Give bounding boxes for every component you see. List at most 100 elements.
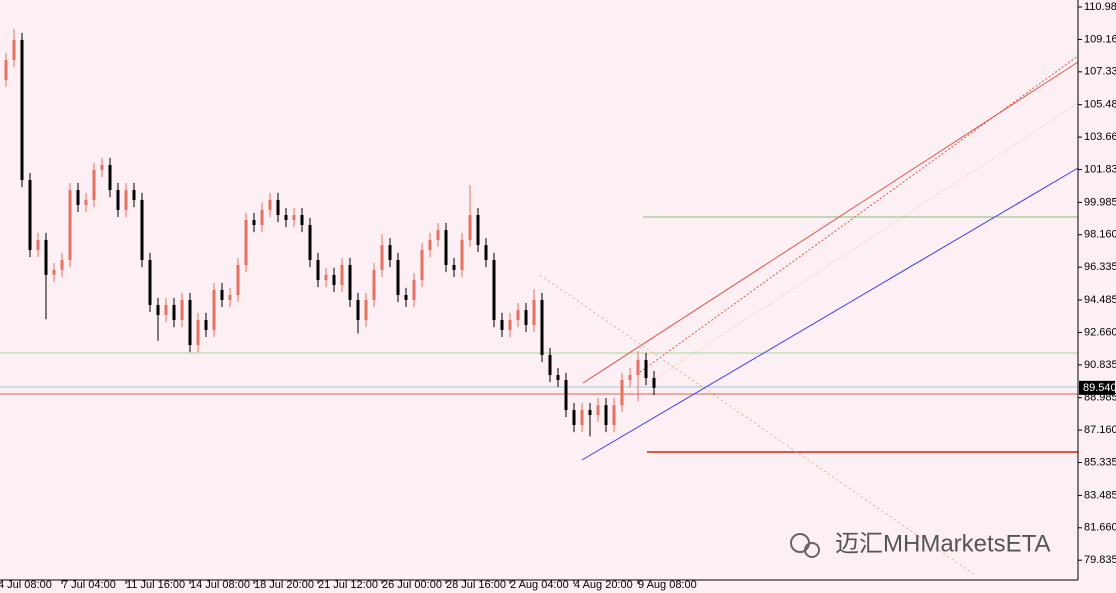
y-tick-label: 94.485 — [1084, 294, 1116, 306]
drawings — [0, 55, 1079, 576]
y-tick-label: 105.485 — [1084, 99, 1116, 111]
candle-body — [548, 354, 552, 376]
candle-body — [100, 164, 104, 170]
candle-body — [396, 259, 400, 295]
x-tick-label: 18 Jul 20:00 — [254, 579, 314, 591]
x-tick-label: 9 Aug 08:00 — [638, 579, 697, 591]
candle-body — [92, 169, 96, 200]
watermark-icon — [804, 542, 820, 558]
candle-body — [260, 209, 264, 226]
x-tick-label: 21 Jul 12:00 — [318, 579, 378, 591]
candle-body — [204, 320, 208, 330]
x-tick-label: 4 Jul 08:00 — [0, 579, 52, 591]
x-tick-label: 14 Jul 08:00 — [190, 579, 250, 591]
candle-body — [220, 290, 224, 300]
candle-body — [196, 320, 200, 346]
candle-body — [612, 405, 616, 425]
candle-body — [468, 215, 472, 240]
x-tick-label: 26 Jul 00:00 — [382, 579, 442, 591]
y-tick-label: 109.160 — [1084, 33, 1116, 45]
candle-body — [628, 375, 632, 381]
candle-body — [620, 380, 624, 406]
last-price-label: 89.540 — [1083, 382, 1116, 394]
candle-body — [508, 320, 512, 330]
candle-body — [28, 180, 32, 251]
y-tick-label: 92.660 — [1084, 326, 1116, 338]
candle-body — [412, 280, 416, 300]
channel-bottom — [581, 167, 1079, 461]
candle-body — [564, 380, 568, 411]
candle-body — [188, 299, 192, 346]
watermark-text: 迈汇MHMarketsETA — [835, 530, 1051, 557]
y-tick-label: 79.835 — [1084, 554, 1116, 566]
candle-body — [180, 299, 184, 321]
y-tick-label: 110.985 — [1084, 1, 1116, 13]
candle-body — [556, 375, 560, 381]
candle-body — [516, 310, 520, 321]
channel-top — [582, 61, 1079, 384]
candle-body — [228, 294, 232, 300]
x-tick-label: 7 Jul 04:00 — [62, 579, 116, 591]
y-tick-label: 107.335 — [1084, 66, 1116, 78]
candle-body — [68, 190, 72, 260]
candle-body — [84, 199, 88, 205]
channel-inner — [644, 102, 1079, 386]
candle-body — [36, 239, 40, 251]
candle-body — [108, 164, 112, 191]
candle-body — [244, 220, 248, 265]
candle-body — [76, 190, 80, 205]
candle-body — [460, 239, 464, 270]
candle-body — [156, 304, 160, 316]
candle-body — [116, 190, 120, 210]
candle-body — [476, 215, 480, 246]
candle-body — [12, 39, 16, 61]
candle-body — [292, 215, 296, 221]
candle-body — [492, 259, 496, 321]
candle-body — [596, 405, 600, 416]
y-tick-label: 85.335 — [1084, 456, 1116, 468]
candle-body — [276, 199, 280, 216]
candle-body — [140, 199, 144, 260]
candle-body — [572, 410, 576, 425]
candle-body — [452, 264, 456, 270]
candle-body — [604, 405, 608, 425]
candle-body — [356, 299, 360, 321]
candle-body — [420, 250, 424, 281]
candle-body — [236, 264, 240, 295]
candle-body — [164, 304, 168, 316]
candle-body — [4, 60, 8, 80]
last-price-box — [1079, 380, 1115, 395]
candle-body — [172, 304, 176, 321]
candle-body — [268, 199, 272, 210]
candle-body — [524, 310, 528, 325]
candle-body — [44, 239, 48, 275]
candle-body — [308, 225, 312, 260]
candle-body — [500, 320, 504, 330]
y-tick-label: 96.335 — [1084, 261, 1116, 273]
candle-body — [652, 378, 656, 388]
candles — [4, 28, 656, 437]
candle-body — [532, 299, 536, 325]
candle-body — [252, 220, 256, 226]
x-tick-label: 28 Jul 16:00 — [446, 579, 506, 591]
candle-body — [332, 274, 336, 286]
candle-body — [644, 359, 648, 379]
y-tick-label: 87.160 — [1084, 424, 1116, 436]
x-tick-label: 4 Aug 20:00 — [574, 579, 633, 591]
candle-body — [404, 294, 408, 300]
candle-body — [132, 190, 136, 200]
y-tick-label: 90.835 — [1084, 359, 1116, 371]
candle-body — [636, 359, 640, 376]
candle-body — [148, 259, 152, 305]
candle-body — [324, 274, 328, 281]
candle-body — [52, 269, 56, 275]
candle-body — [428, 239, 432, 251]
candle-body — [340, 264, 344, 286]
x-tick-label: 11 Jul 16:00 — [126, 579, 185, 591]
candle-body — [540, 299, 544, 355]
down-trend — [539, 274, 976, 576]
candle-body — [124, 190, 128, 210]
x-tick-label: 2 Aug 04:00 — [510, 579, 569, 591]
